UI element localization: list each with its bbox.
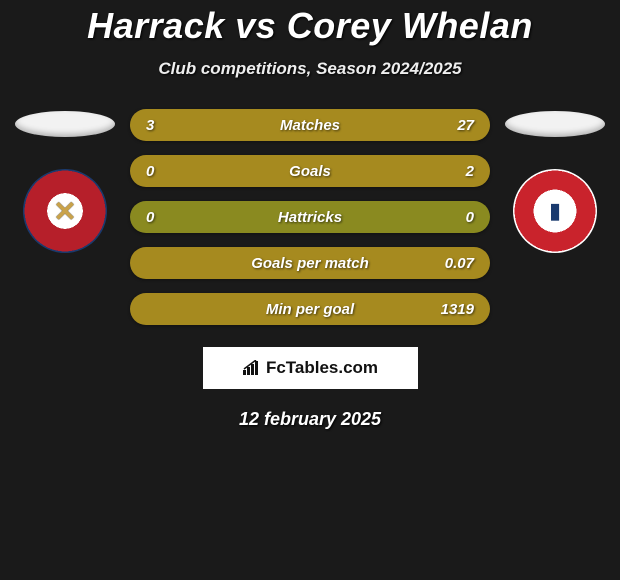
club-crest-left — [23, 169, 107, 253]
stat-value-right: 1319 — [434, 301, 474, 318]
stat-value-right: 2 — [434, 163, 474, 180]
brand-text: FcTables.com — [266, 358, 378, 378]
stat-value-left: 3 — [146, 117, 186, 134]
stat-bar: 0Goals2 — [130, 155, 490, 187]
club-crest-right — [513, 169, 597, 253]
stat-bar: Goals per match0.07 — [130, 247, 490, 279]
right-column — [500, 109, 610, 253]
stat-value-right: 27 — [434, 117, 474, 134]
stat-value-left: 0 — [146, 209, 186, 226]
stat-bar: 3Matches27 — [130, 109, 490, 141]
player-photo-right — [505, 111, 605, 137]
stat-label: Hattricks — [186, 209, 434, 226]
brand-chart-icon — [242, 360, 262, 376]
stats-column: 3Matches270Goals20Hattricks0Goals per ma… — [130, 109, 490, 325]
stat-label: Goals per match — [186, 255, 434, 272]
stat-bar: Min per goal1319 — [130, 293, 490, 325]
stat-label: Goals — [186, 163, 434, 180]
date-caption: 12 february 2025 — [0, 409, 620, 430]
comparison-card: Harrack vs Corey Whelan Club competition… — [0, 0, 620, 430]
player-photo-left — [15, 111, 115, 137]
subtitle: Club competitions, Season 2024/2025 — [0, 59, 620, 79]
main-row: 3Matches270Goals20Hattricks0Goals per ma… — [0, 109, 620, 325]
brand-watermark: FcTables.com — [203, 347, 418, 389]
stat-value-right: 0.07 — [434, 255, 474, 272]
stat-value-right: 0 — [434, 209, 474, 226]
left-column — [10, 109, 120, 253]
stat-bar: 0Hattricks0 — [130, 201, 490, 233]
stat-label: Matches — [186, 117, 434, 134]
stat-label: Min per goal — [186, 301, 434, 318]
stat-value-left: 0 — [146, 163, 186, 180]
page-title: Harrack vs Corey Whelan — [0, 5, 620, 47]
